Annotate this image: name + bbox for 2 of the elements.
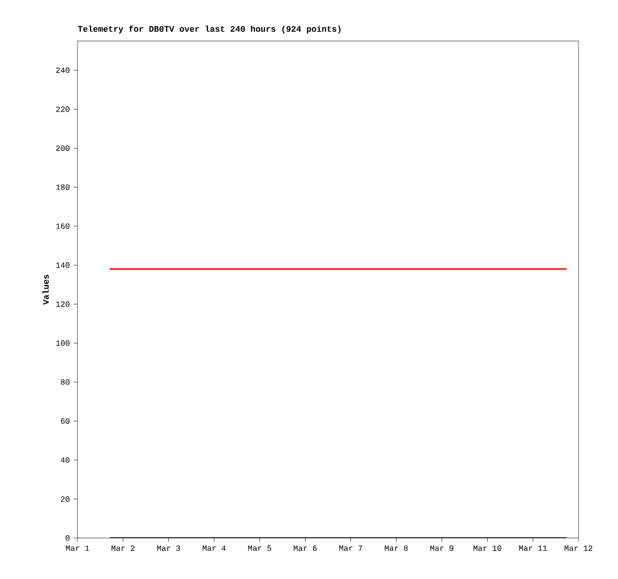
chart-title: Telemetry for DB0TV over last 240 hours (924 points) [78,25,340,34]
y-axis-title: Values [42,274,49,305]
